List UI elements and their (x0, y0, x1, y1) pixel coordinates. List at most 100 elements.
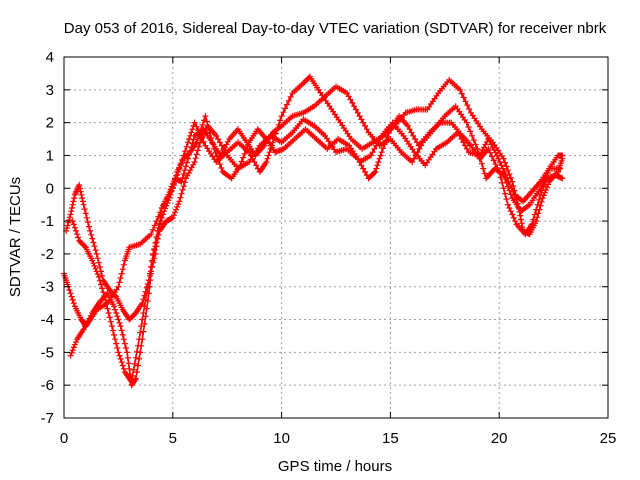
data-point (162, 205, 169, 212)
data-point (244, 143, 251, 150)
data-point (116, 279, 123, 286)
data-point (510, 214, 517, 221)
data-point (178, 178, 185, 185)
data-point (363, 126, 370, 133)
data-point (557, 165, 564, 172)
data-point (117, 355, 124, 362)
data-point (501, 168, 508, 175)
y-axis-label: SDTVAR / TECUs (7, 177, 24, 297)
y-tick-label: -6 (41, 377, 54, 394)
data-point (237, 162, 244, 169)
data-point (362, 168, 368, 175)
data-point (378, 149, 385, 156)
data-point (265, 152, 272, 159)
data-point (115, 349, 122, 356)
data-point (168, 188, 175, 194)
data-point (158, 214, 165, 221)
data-point (179, 174, 186, 181)
data-point (470, 137, 477, 144)
axes: -7 -6 -5 -4 -3 -2 -1 0 1 2 3 4 0 5 10 15 20 25 (41, 49, 617, 447)
data-point (180, 183, 187, 190)
data-point (278, 113, 285, 120)
data-point (201, 117, 207, 124)
data-point (170, 212, 177, 219)
data-point (487, 149, 494, 156)
data-point (164, 200, 171, 206)
data-point (502, 190, 508, 197)
y-tick-label: 4 (46, 49, 54, 66)
data-point (285, 97, 292, 104)
data-point (418, 142, 425, 149)
data-point (375, 159, 382, 165)
data-point (494, 152, 500, 159)
data-point (150, 252, 157, 258)
data-point (518, 220, 525, 227)
data-point (130, 366, 137, 373)
data-point (89, 257, 96, 264)
data-point (157, 218, 164, 225)
data-point (195, 143, 202, 150)
data-point (413, 139, 420, 146)
data-point (495, 155, 502, 162)
data-point (120, 261, 127, 268)
data-point (214, 153, 220, 160)
data-point (79, 198, 86, 205)
data-point (198, 126, 205, 133)
data-point (385, 130, 392, 136)
series-track-2 (67, 113, 566, 389)
data-point (118, 270, 125, 277)
data-point (371, 145, 378, 152)
data-point (478, 160, 485, 167)
data-point (119, 362, 126, 369)
data-point (69, 296, 76, 303)
data-point (169, 214, 176, 221)
data-point (499, 165, 506, 172)
data-point (544, 184, 551, 191)
y-tick-label: -4 (41, 312, 54, 329)
data-point (133, 369, 140, 376)
data-point (153, 234, 160, 240)
data-point (216, 139, 223, 146)
data-point (84, 219, 91, 226)
data-point (149, 226, 156, 233)
data-point (416, 145, 423, 152)
data-point (69, 218, 76, 225)
data-point (176, 198, 183, 205)
data-point (178, 190, 185, 197)
data-point (70, 198, 77, 205)
data-point (238, 158, 245, 165)
data-point (503, 163, 510, 170)
data-point (132, 354, 139, 361)
data-point (193, 123, 200, 130)
data-point (66, 287, 73, 293)
data-point (135, 362, 141, 369)
data-point (351, 103, 358, 110)
data-point (107, 318, 114, 325)
data-point (112, 292, 119, 299)
data-point (251, 159, 258, 165)
data-point (135, 342, 141, 349)
data-point (70, 344, 77, 351)
data-point (362, 122, 368, 129)
data-point (498, 162, 505, 169)
y-tick-label: 3 (46, 82, 54, 99)
data-point (507, 208, 514, 215)
y-tick-label: -7 (41, 410, 54, 427)
data-point (140, 328, 147, 335)
data-point (90, 239, 97, 246)
data-point (144, 283, 151, 290)
data-point (460, 139, 467, 146)
data-point (474, 145, 481, 152)
data-point (376, 136, 383, 142)
data-point (477, 155, 484, 162)
data-point (118, 359, 125, 366)
data-point (106, 314, 113, 321)
data-point (211, 145, 218, 152)
data-point (91, 262, 98, 269)
data-point (128, 378, 135, 385)
data-point (111, 331, 117, 338)
data-point (92, 247, 99, 254)
data-point (148, 264, 154, 270)
data-point (131, 360, 138, 367)
data-point (196, 130, 203, 137)
